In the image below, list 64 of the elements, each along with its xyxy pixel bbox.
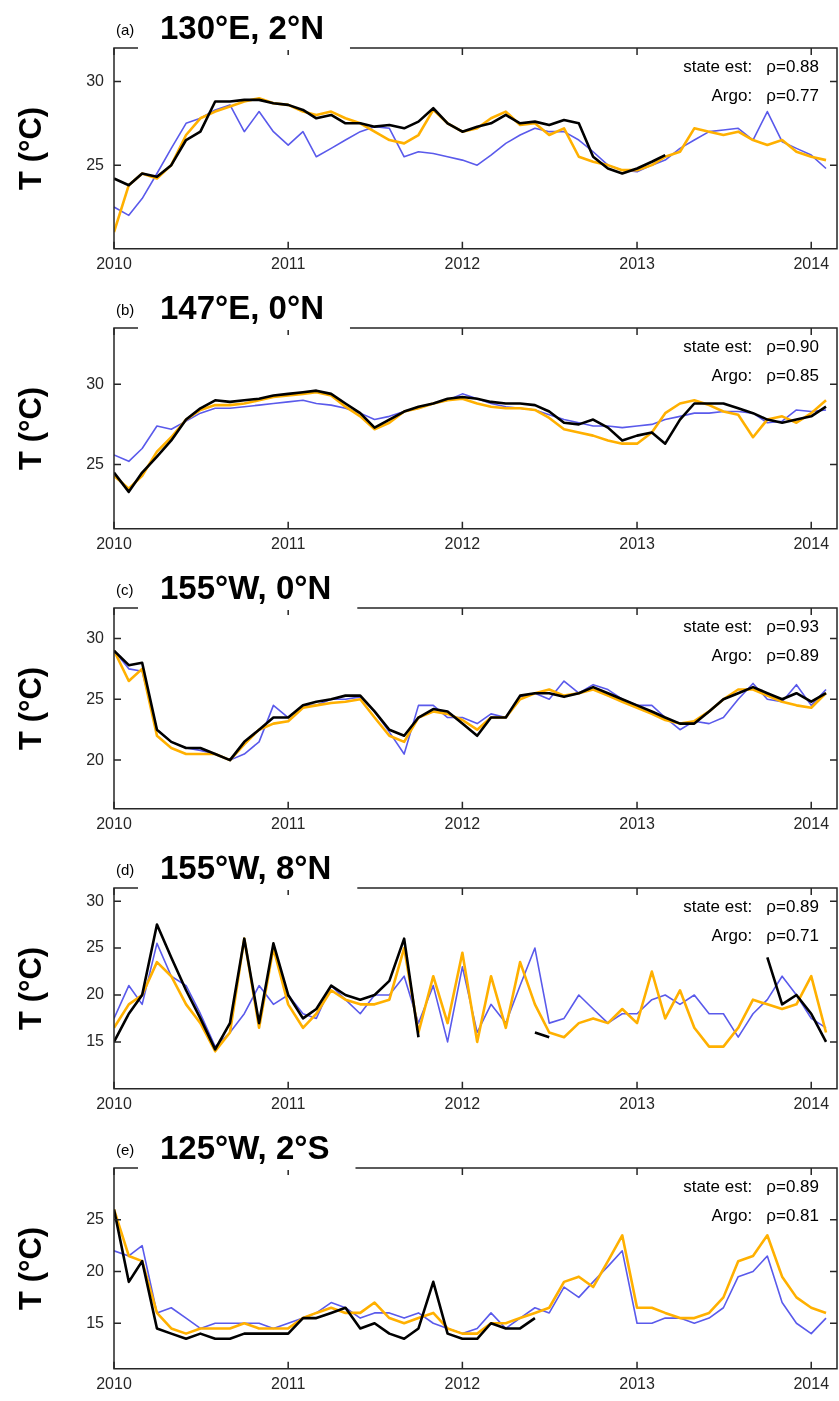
y-axis-title: T (°C) (13, 386, 49, 470)
x-tick-label: 2013 (619, 1374, 655, 1392)
x-tick-label: 2010 (96, 1374, 132, 1392)
text: (d) (116, 861, 135, 878)
x-tick-label: 2010 (96, 1094, 132, 1112)
x-tick-label: 2012 (444, 1094, 481, 1112)
x-tick-label: 2011 (270, 1374, 306, 1392)
chart-title: 125°W, 2°S (160, 1129, 330, 1166)
y-tick-label: 30 (86, 628, 105, 646)
text: (c) (116, 581, 134, 598)
chart-title: 155°W, 0°N (160, 569, 332, 606)
x-tick-label: 2010 (96, 814, 132, 832)
x-tick-label: 2014 (793, 534, 830, 552)
text: (b) (116, 301, 135, 318)
annotation: Argo: ρ=0.71 (711, 926, 819, 945)
x-tick-label: 2011 (270, 534, 306, 552)
y-tick-label: 20 (86, 1261, 105, 1279)
y-tick-label: 30 (86, 71, 105, 89)
y-tick-label: 25 (86, 689, 105, 707)
y-tick-label: 30 (86, 891, 105, 909)
y-tick-label: 20 (86, 750, 105, 768)
y-axis-title: T (°C) (13, 106, 49, 190)
annotation: state est: ρ=0.90 (683, 337, 819, 356)
chart-title: 147°E, 0°N (160, 289, 324, 326)
y-tick-label: 25 (86, 454, 105, 472)
x-tick-label: 2012 (444, 814, 481, 832)
annotation: Argo: ρ=0.89 (711, 646, 819, 665)
y-tick-label: 25 (86, 1210, 105, 1228)
annotation: state est: ρ=0.93 (683, 617, 819, 636)
y-tick-label: 25 (86, 155, 105, 173)
x-tick-label: 2014 (793, 1094, 830, 1112)
text: (a) (116, 21, 135, 38)
text: (e) (116, 1141, 135, 1158)
x-tick-label: 2014 (793, 254, 830, 272)
y-tick-label: 15 (86, 1032, 105, 1050)
annotation: state est: ρ=0.89 (683, 897, 819, 916)
x-tick-label: 2013 (619, 534, 655, 552)
y-axis-title: T (°C) (13, 946, 49, 1030)
annotation: Argo: ρ=0.85 (711, 366, 819, 385)
annotation: state est: ρ=0.89 (683, 1177, 819, 1196)
y-tick-label: 25 (86, 938, 105, 956)
x-tick-label: 2010 (96, 254, 132, 272)
x-tick-label: 2011 (270, 1094, 306, 1112)
annotation: Argo: ρ=0.77 (711, 86, 819, 105)
annotation: state est: ρ=0.88 (683, 57, 819, 76)
x-tick-label: 2013 (619, 814, 655, 832)
x-tick-label: 2012 (444, 254, 481, 272)
y-tick-label: 15 (86, 1313, 105, 1331)
x-tick-label: 2012 (444, 534, 481, 552)
x-tick-label: 2013 (619, 1094, 655, 1112)
x-tick-label: 2013 (619, 254, 655, 272)
chart-title: 130°E, 2°N (160, 9, 324, 46)
y-axis-title: T (°C) (13, 666, 49, 750)
annotation: Argo: ρ=0.81 (711, 1206, 819, 1225)
x-tick-label: 2012 (444, 1374, 481, 1392)
x-tick-label: 2011 (270, 254, 306, 272)
x-tick-label: 2011 (270, 814, 306, 832)
y-axis-title: T (°C) (13, 1226, 49, 1310)
x-tick-label: 2014 (793, 814, 830, 832)
y-tick-label: 20 (86, 985, 105, 1003)
x-tick-label: 2014 (793, 1374, 830, 1392)
y-tick-label: 30 (86, 374, 105, 392)
chart-title: 155°W, 8°N (160, 849, 332, 886)
x-tick-label: 2010 (96, 534, 132, 552)
